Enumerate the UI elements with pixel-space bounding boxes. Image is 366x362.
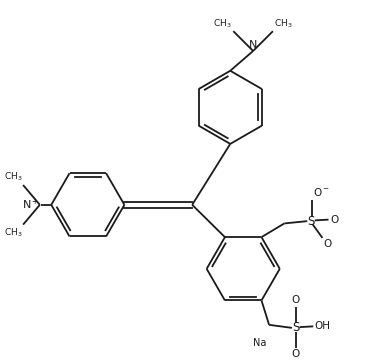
Text: N: N	[249, 40, 257, 50]
Text: O: O	[292, 295, 300, 305]
Text: S: S	[292, 321, 300, 334]
Text: N$^+$: N$^+$	[22, 197, 40, 212]
Text: O: O	[292, 349, 300, 359]
Text: OH: OH	[315, 321, 331, 331]
Text: O$^-$: O$^-$	[313, 186, 329, 198]
Text: CH$_3$: CH$_3$	[4, 226, 22, 239]
Text: O: O	[330, 215, 338, 224]
Text: CH$_3$: CH$_3$	[213, 17, 232, 30]
Text: S: S	[307, 215, 315, 228]
Text: O: O	[323, 239, 332, 249]
Text: Na: Na	[253, 338, 267, 348]
Text: CH$_3$: CH$_3$	[4, 171, 22, 184]
Text: CH$_3$: CH$_3$	[274, 17, 293, 30]
